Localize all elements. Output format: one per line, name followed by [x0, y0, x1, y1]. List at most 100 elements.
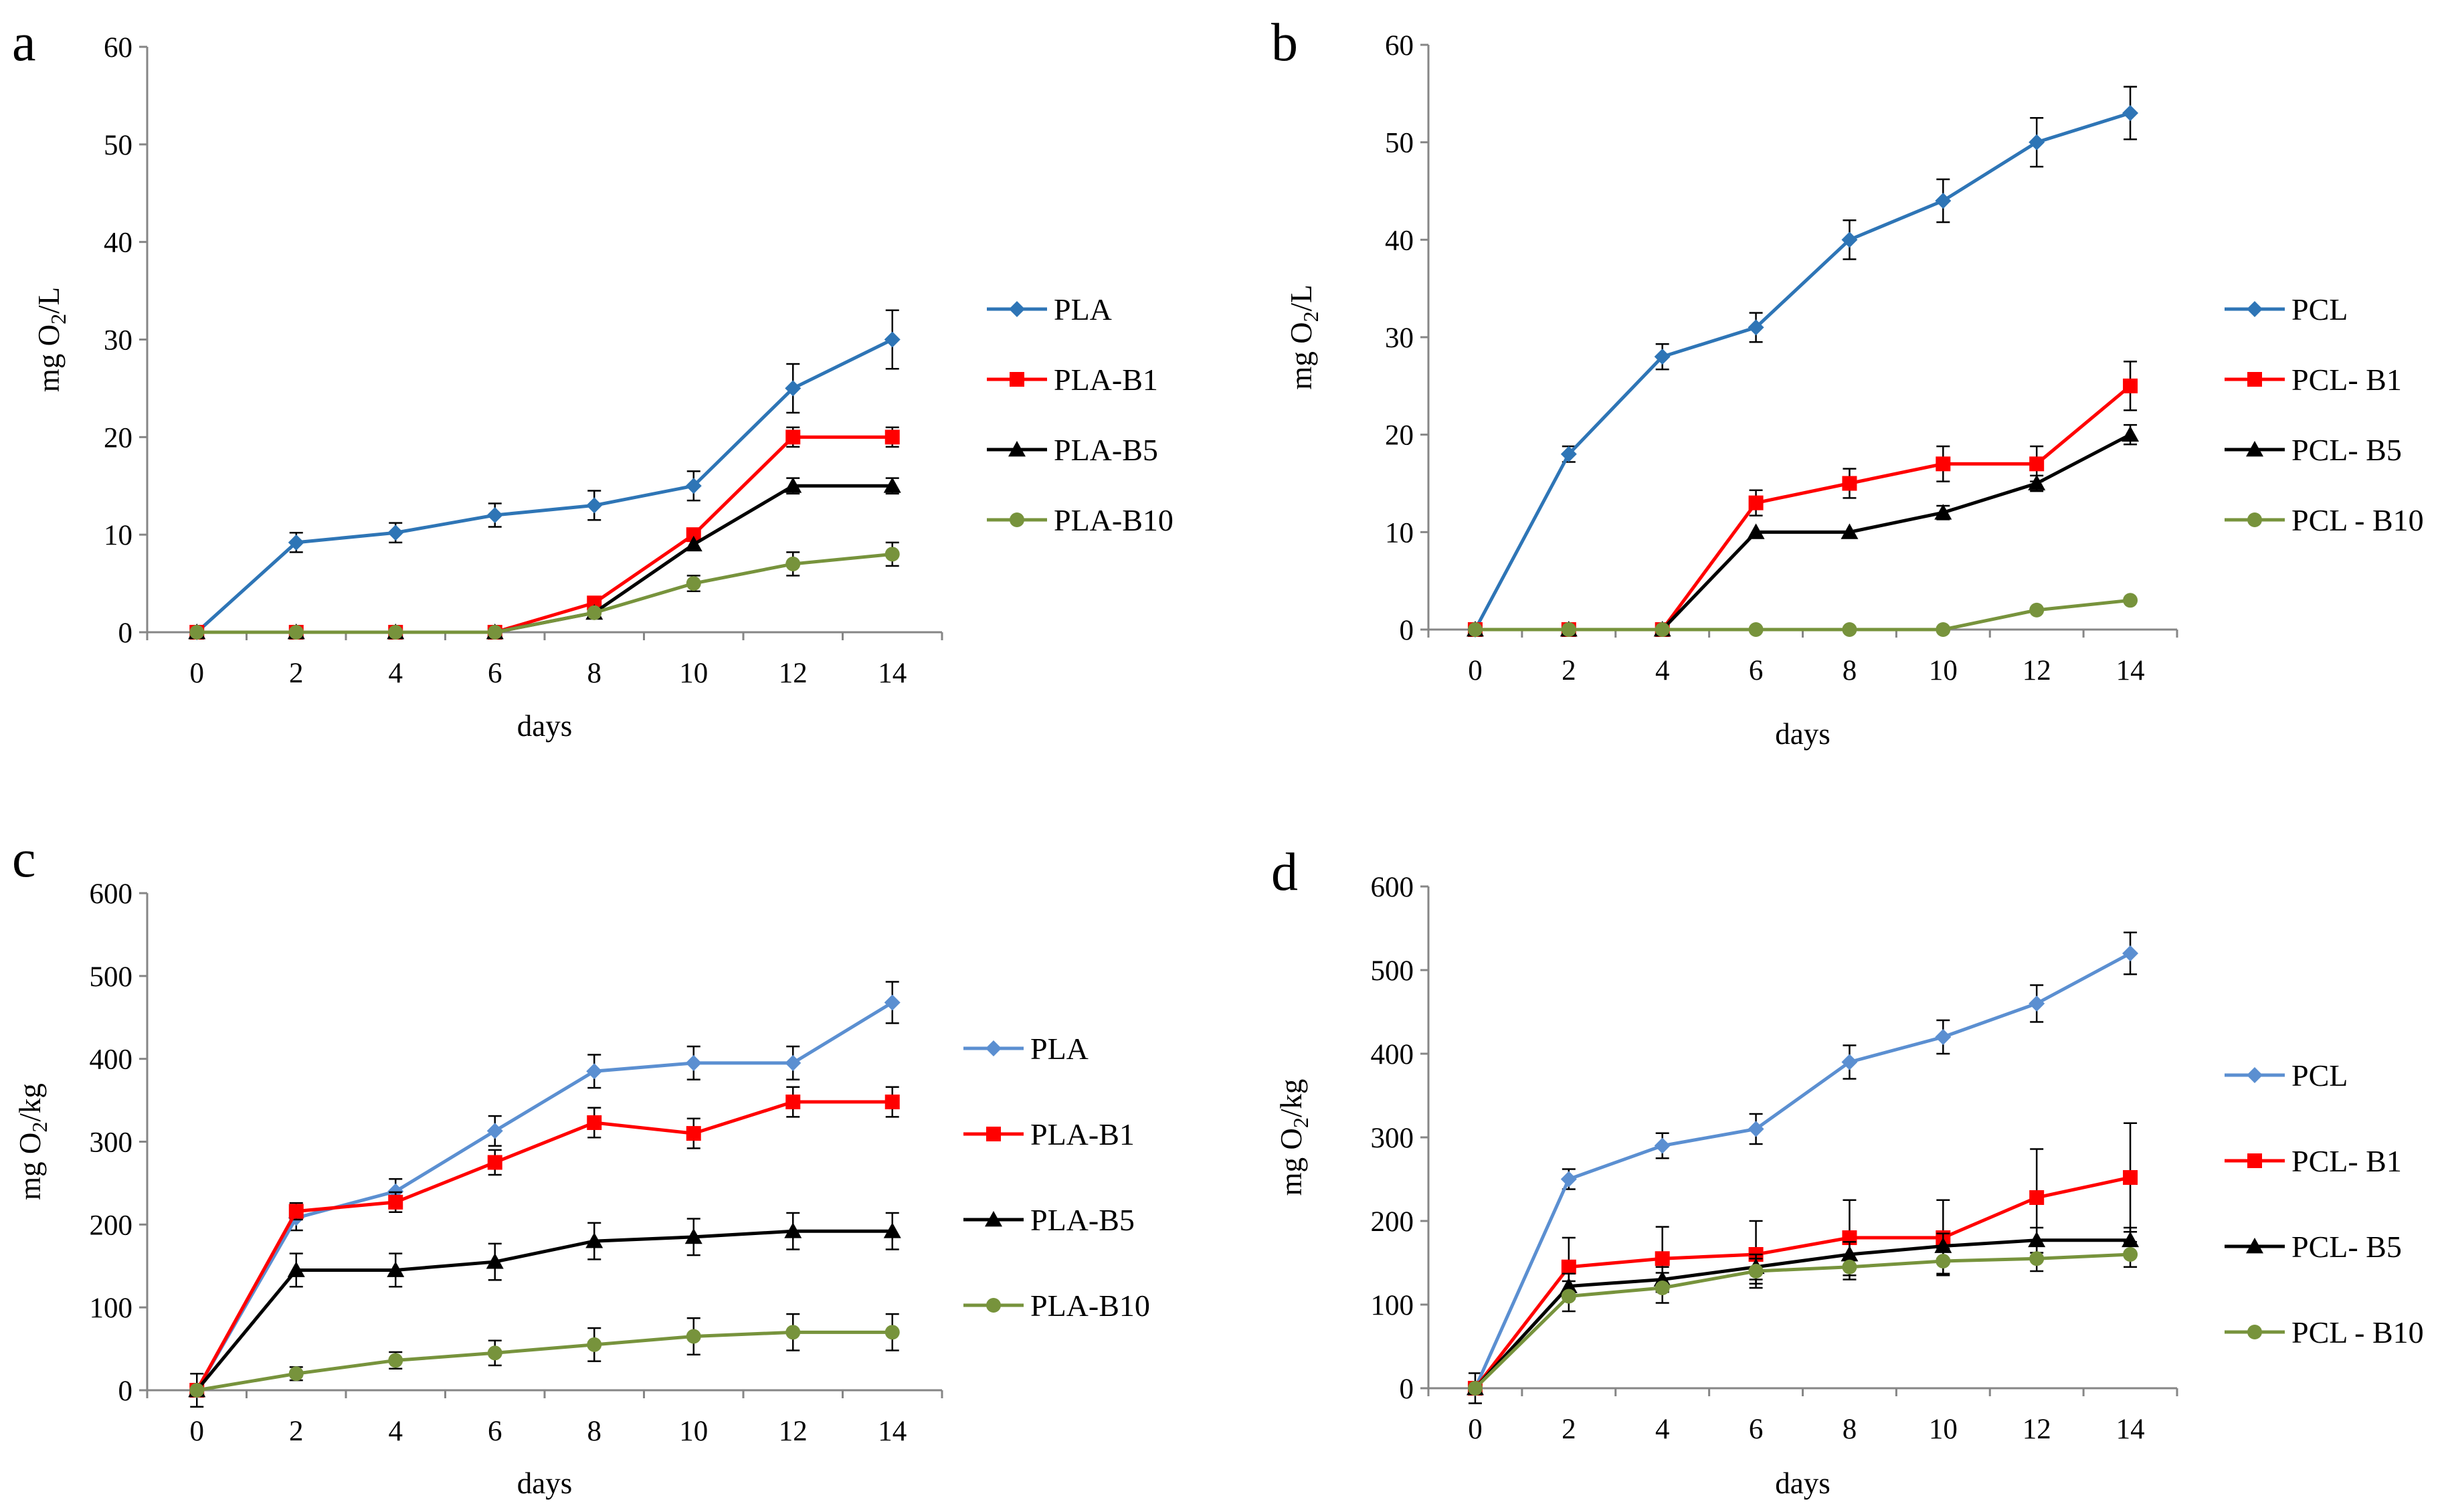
series-pla-b5: [188, 1212, 901, 1398]
series-line: [1473, 1175, 2131, 1390]
legend-entry: PCL - B10: [2225, 1315, 2424, 1349]
series-line: [197, 435, 893, 634]
legend-entry: PCL- B5: [2225, 433, 2402, 467]
data-point: [884, 331, 901, 348]
data-point: [2029, 456, 2045, 472]
series-pla: [189, 309, 901, 640]
data-point: [1655, 1251, 1670, 1266]
data-point: [486, 1253, 504, 1269]
x-tick-label: 10: [679, 658, 708, 689]
legend-marker: [986, 1040, 1002, 1056]
series-pla-b10: [189, 1313, 900, 1398]
x-axis-title: days: [517, 1467, 573, 1500]
x-tick-label: 12: [2023, 1414, 2051, 1445]
data-point: [1842, 622, 1857, 637]
series-line: [195, 1100, 893, 1392]
y-tick-label: 100: [1371, 1290, 1414, 1321]
y-tick-label: 500: [1371, 955, 1414, 987]
data-point: [2029, 996, 2045, 1012]
legend-marker: [1010, 512, 1024, 527]
data-point: [884, 547, 900, 562]
y-tick-label: 500: [90, 961, 133, 993]
x-axis-title: days: [517, 709, 573, 743]
data-point: [2029, 134, 2045, 151]
data-point: [1842, 1259, 1857, 1274]
y-tick-label: 400: [1371, 1039, 1414, 1070]
legend-marker: [1009, 301, 1025, 317]
legend-label: PCL: [2291, 1058, 2348, 1093]
data-point: [1841, 231, 1858, 248]
y-axis-title: mg O2/kg: [13, 1083, 52, 1200]
y-tick-label: 200: [1371, 1206, 1414, 1238]
y-tick-label: 100: [90, 1293, 133, 1324]
data-point: [785, 1325, 801, 1340]
data-point: [288, 625, 304, 640]
x-tick-label: 0: [1468, 1414, 1483, 1445]
legend-marker: [2246, 441, 2263, 457]
legend-marker: [986, 1127, 1001, 1141]
data-point: [2122, 1231, 2140, 1248]
y-tick-label: 600: [90, 878, 133, 910]
legend-entry: PLA: [987, 292, 1112, 326]
data-point: [1936, 456, 1951, 472]
x-tick-label: 2: [1562, 1414, 1576, 1445]
y-axis-title-unit: /kg: [13, 1083, 47, 1122]
y-tick-label: 30: [1385, 322, 1414, 354]
x-tick-label: 6: [1749, 655, 1764, 686]
x-tick-label: 10: [679, 1416, 708, 1447]
data-point: [1936, 1254, 1951, 1268]
data-point: [785, 380, 802, 397]
data-point: [1654, 349, 1671, 365]
data-point: [686, 527, 701, 543]
data-point: [883, 477, 901, 493]
series-line: [195, 1229, 893, 1392]
legend-marker: [2247, 372, 2262, 387]
data-point: [1748, 495, 1764, 510]
data-point: [1561, 1289, 1576, 1304]
series-line: [1475, 598, 2131, 632]
series-line: [195, 338, 893, 634]
data-point: [1561, 1259, 1576, 1274]
legend-label: PCL - B10: [2291, 1315, 2424, 1349]
data-point: [1655, 622, 1670, 637]
legend-label: PCL: [2291, 292, 2348, 326]
data-point: [487, 1155, 502, 1170]
x-axis-title: days: [1775, 717, 1831, 751]
data-point: [686, 1329, 701, 1344]
x-tick-label: 6: [1749, 1414, 1764, 1445]
legend-marker: [2247, 1067, 2263, 1083]
y-tick-label: 300: [90, 1127, 133, 1159]
legend-marker: [2247, 1325, 2262, 1339]
data-point: [686, 576, 701, 591]
data-point: [2122, 945, 2139, 961]
legend-marker: [986, 1298, 1001, 1313]
data-point: [1748, 1264, 1764, 1279]
series-line: [1474, 1238, 2131, 1390]
series-line: [1474, 1252, 2131, 1390]
y-axis-title: mg O2/L: [32, 287, 70, 392]
x-tick-label: 0: [1468, 655, 1483, 686]
data-point: [288, 1204, 304, 1219]
legend-label: PLA: [1030, 1032, 1089, 1066]
data-point: [387, 1261, 405, 1277]
series-pcl: [1467, 931, 2139, 1404]
y-axis-title-main: mg O: [13, 1133, 47, 1200]
data-point: [189, 625, 205, 640]
x-tick-label: 8: [1843, 1414, 1857, 1445]
y-axis-title-main: mg O: [1275, 1128, 1308, 1196]
legend-label: PCL - B10: [2291, 503, 2424, 537]
data-point: [288, 534, 304, 551]
data-point: [784, 1222, 802, 1238]
data-point: [883, 1222, 901, 1238]
data-point: [785, 1095, 801, 1110]
legend-entry: PCL- B5: [2225, 1230, 2402, 1264]
data-point: [785, 556, 801, 571]
data-point: [2123, 1170, 2138, 1185]
series-line: [197, 552, 893, 634]
panel-label: a: [12, 13, 36, 72]
y-axis-title: mg O2/kg: [1275, 1079, 1313, 1196]
series-pla-b10: [189, 541, 900, 640]
